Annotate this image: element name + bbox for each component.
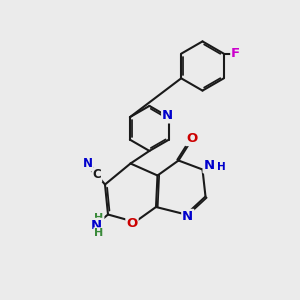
Text: N: N	[182, 210, 194, 223]
Text: H: H	[94, 228, 104, 238]
Text: O: O	[186, 132, 197, 145]
Text: H: H	[217, 162, 226, 172]
Text: N: N	[162, 110, 173, 122]
Text: N: N	[82, 157, 93, 170]
Text: H: H	[94, 212, 104, 223]
Text: C: C	[92, 168, 101, 181]
Text: O: O	[126, 217, 138, 230]
Text: F: F	[231, 46, 240, 60]
Text: N: N	[91, 219, 102, 232]
Text: N: N	[203, 159, 215, 172]
